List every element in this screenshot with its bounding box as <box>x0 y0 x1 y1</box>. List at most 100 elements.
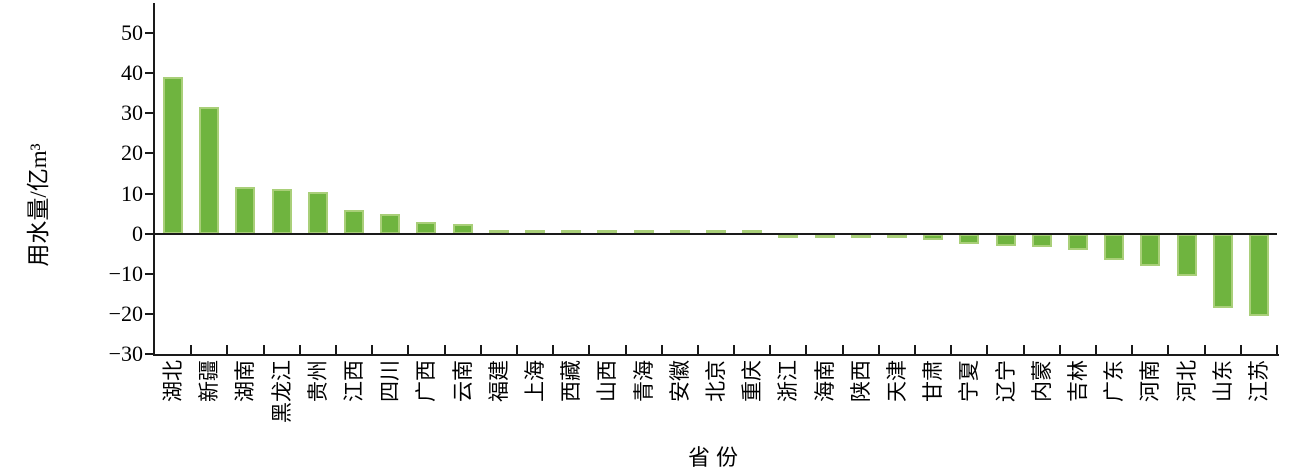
x-axis-tick <box>733 345 736 354</box>
x-category-label: 内蒙 <box>1029 360 1054 402</box>
x-axis-tick <box>841 345 844 354</box>
x-axis-tick <box>1095 345 1098 354</box>
y-tick-label: 50 <box>121 20 143 45</box>
x-axis-title: 省份 <box>687 445 744 470</box>
y-axis-tick <box>145 112 153 115</box>
bar <box>1176 233 1197 276</box>
x-axis-tick <box>1022 345 1025 354</box>
x-baseline <box>153 354 1279 356</box>
x-category-label: 安徽 <box>667 360 692 402</box>
x-category-label: 吉林 <box>1065 360 1090 402</box>
x-category-label: 河南 <box>1138 360 1163 402</box>
x-axis-tick <box>877 345 880 354</box>
x-axis-tick <box>1131 345 1134 354</box>
y-axis-tick <box>145 192 153 195</box>
x-axis-tick <box>805 345 808 354</box>
x-axis-tick <box>1058 345 1061 354</box>
y-axis-tick <box>145 312 153 315</box>
bar <box>886 233 907 238</box>
bar <box>814 233 835 238</box>
bar <box>163 77 184 234</box>
x-category-label: 湖南 <box>233 360 258 402</box>
bar <box>1067 233 1088 250</box>
x-category-label: 福建 <box>486 360 511 402</box>
x-category-label: 云南 <box>450 360 475 402</box>
x-category-label: 北京 <box>704 360 728 402</box>
x-category-label: 重庆 <box>740 360 765 402</box>
x-category-label: 海南 <box>812 360 837 402</box>
bar <box>1031 233 1052 247</box>
y-axis-title: 用水量/亿m³ <box>26 143 51 267</box>
x-category-label: 新疆 <box>197 360 222 402</box>
bar <box>995 233 1016 246</box>
x-category-label: 宁夏 <box>957 360 982 402</box>
y-axis-line <box>153 3 155 356</box>
x-category-label: 西藏 <box>559 360 584 402</box>
zero-line <box>155 232 1277 235</box>
bar <box>959 233 980 244</box>
bar <box>307 192 328 234</box>
x-category-label: 青海 <box>631 360 656 402</box>
bar <box>344 209 365 234</box>
x-category-label: 江西 <box>342 360 367 402</box>
bar <box>850 233 871 238</box>
x-category-label: 广西 <box>414 360 439 402</box>
bar <box>1104 233 1125 260</box>
x-axis-tick <box>371 345 374 354</box>
x-axis-tick <box>1239 345 1242 354</box>
bar <box>778 233 799 238</box>
x-category-label: 甘肃 <box>921 360 946 402</box>
x-axis-tick <box>624 345 627 354</box>
y-tick-label: −20 <box>108 300 143 326</box>
x-category-label: 广东 <box>1102 360 1127 402</box>
x-category-label: 江苏 <box>1246 360 1271 402</box>
x-category-label: 湖北 <box>161 360 186 402</box>
x-axis-tick <box>443 345 446 354</box>
bar <box>416 221 437 234</box>
x-category-label: 浙江 <box>776 360 801 402</box>
x-axis-tick <box>696 345 699 354</box>
x-axis-tick <box>334 345 337 354</box>
x-axis-tick <box>190 345 193 354</box>
bar <box>380 213 401 234</box>
bar <box>1212 233 1233 308</box>
x-category-label: 陕西 <box>848 360 873 402</box>
bar <box>488 229 509 234</box>
y-axis-tick <box>145 232 153 235</box>
x-category-label: 黑龙江 <box>269 360 294 423</box>
x-axis-tick <box>262 345 265 354</box>
y-axis-tick <box>145 272 153 275</box>
x-category-label: 四川 <box>378 360 403 402</box>
x-category-label: 山东 <box>1210 360 1235 402</box>
x-category-label: 辽宁 <box>993 360 1018 402</box>
x-axis-tick <box>660 345 663 354</box>
x-axis-tick <box>588 345 591 354</box>
x-axis-tick <box>914 345 917 354</box>
x-axis-tick <box>298 345 301 354</box>
x-category-label: 天津 <box>884 360 909 402</box>
x-axis-tick <box>1167 345 1170 354</box>
y-tick-label: 0 <box>132 220 143 246</box>
x-axis-tick <box>407 345 410 354</box>
x-category-label: 河北 <box>1174 360 1199 402</box>
x-axis-tick <box>1276 345 1278 354</box>
y-tick-label: 20 <box>121 140 143 166</box>
bar <box>271 189 292 234</box>
x-axis-tick <box>769 345 772 354</box>
bar <box>1140 233 1161 266</box>
x-category-label: 贵州 <box>305 360 330 402</box>
bar <box>923 233 944 240</box>
x-axis-tick <box>226 345 229 354</box>
y-axis-tick <box>145 353 153 355</box>
y-axis-tick <box>145 152 153 155</box>
x-axis-tick <box>986 345 989 354</box>
x-axis-tick <box>479 345 482 354</box>
bar <box>452 223 473 234</box>
y-tick-label: −30 <box>108 341 143 366</box>
x-axis-tick <box>1203 345 1206 354</box>
y-tick-label: 40 <box>121 60 143 86</box>
x-axis-tick <box>515 345 518 354</box>
x-category-label: 山西 <box>595 360 620 402</box>
bar <box>235 187 256 234</box>
